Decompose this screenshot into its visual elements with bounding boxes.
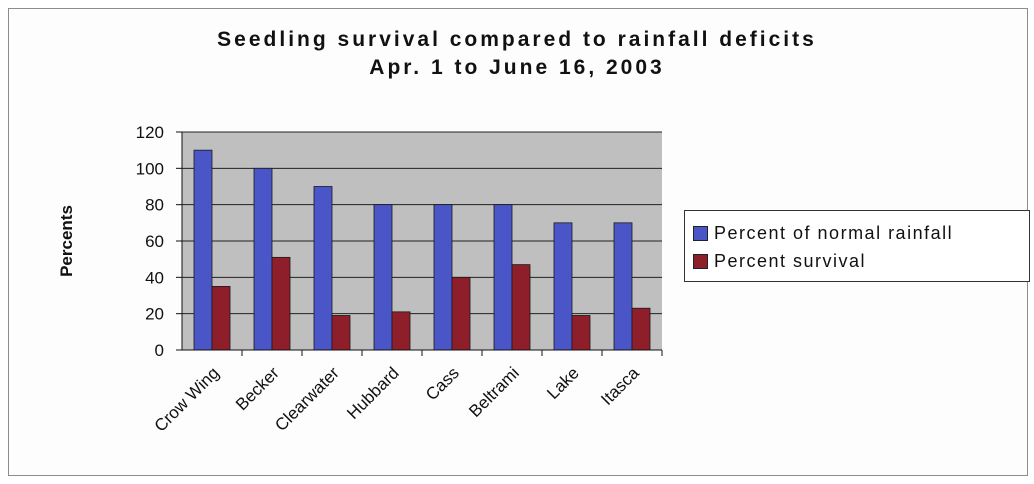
x-tick-label: Crow Wing bbox=[151, 363, 223, 435]
bars bbox=[193, 149, 651, 351]
legend: Percent of normal rainfall Percent survi… bbox=[684, 210, 1030, 282]
y-axis-label: Percents bbox=[57, 205, 76, 277]
bar-survival bbox=[211, 286, 231, 351]
bar-rainfall bbox=[313, 186, 333, 351]
bar-survival bbox=[271, 256, 291, 351]
x-tick-label: Lake bbox=[543, 363, 583, 403]
legend-label-rainfall: Percent of normal rainfall bbox=[714, 222, 954, 243]
y-tick-label: 80 bbox=[145, 196, 164, 215]
axes bbox=[176, 131, 663, 356]
bar-rainfall bbox=[493, 204, 513, 351]
bar-survival bbox=[451, 276, 471, 351]
legend-swatch-survival bbox=[693, 253, 708, 269]
legend-swatch-rainfall bbox=[693, 225, 708, 241]
bar-rainfall bbox=[433, 204, 453, 351]
y-tick-label: 100 bbox=[136, 159, 164, 178]
bar-survival bbox=[571, 315, 591, 351]
y-tick-label: 40 bbox=[145, 268, 164, 287]
legend-item-survival: Percent survival bbox=[693, 249, 866, 273]
bar-survival bbox=[391, 311, 411, 351]
x-tick-label: Cass bbox=[422, 363, 463, 404]
bar-rainfall bbox=[613, 222, 633, 351]
y-tick-label: 0 bbox=[155, 341, 164, 360]
bar-survival bbox=[331, 315, 351, 351]
x-tick-label: Itasca bbox=[597, 363, 643, 409]
legend-label-survival: Percent survival bbox=[714, 250, 867, 271]
bar-survival bbox=[511, 264, 531, 351]
legend-item-rainfall: Percent of normal rainfall bbox=[693, 221, 953, 245]
y-tick-label: 20 bbox=[145, 305, 164, 324]
bar-rainfall bbox=[253, 167, 273, 351]
bar-rainfall bbox=[373, 204, 393, 351]
x-tick-label: Hubbard bbox=[343, 363, 403, 423]
y-tick-label: 60 bbox=[145, 232, 164, 251]
y-tick-label: 120 bbox=[136, 123, 164, 142]
x-tick-label: Beltrami bbox=[465, 363, 523, 421]
bar-rainfall bbox=[553, 222, 573, 351]
bar-survival bbox=[631, 307, 651, 351]
y-tick-labels: 0 20 40 60 80 100 120 bbox=[136, 123, 164, 360]
chart-subtitle: Apr. 1 to June 16, 2003 bbox=[369, 56, 665, 79]
x-tick-label: Becker bbox=[232, 363, 283, 414]
bar-rainfall bbox=[193, 149, 213, 351]
chart-title: Seedling survival compared to rainfall d… bbox=[217, 28, 817, 51]
x-tick-label: Clearwater bbox=[271, 363, 343, 435]
